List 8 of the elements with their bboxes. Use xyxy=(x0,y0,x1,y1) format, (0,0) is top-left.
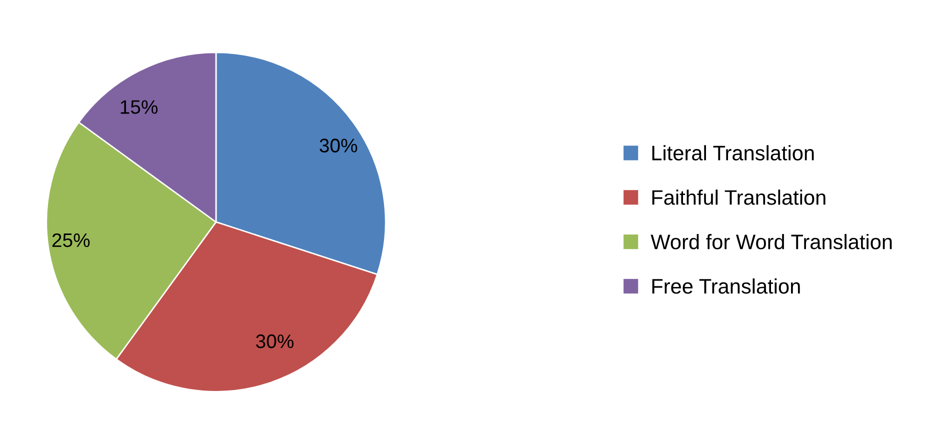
legend-label: Literal Translation xyxy=(652,145,814,160)
data-label: 30% xyxy=(320,138,358,152)
legend-label: Free Translation xyxy=(652,278,800,294)
legend-label: Faithful Translation xyxy=(652,190,826,205)
data-label: 25% xyxy=(52,233,90,248)
data-label: 30% xyxy=(256,334,294,348)
legend-label: Word for Word Translation xyxy=(650,234,892,250)
data-label: 15% xyxy=(120,100,158,114)
